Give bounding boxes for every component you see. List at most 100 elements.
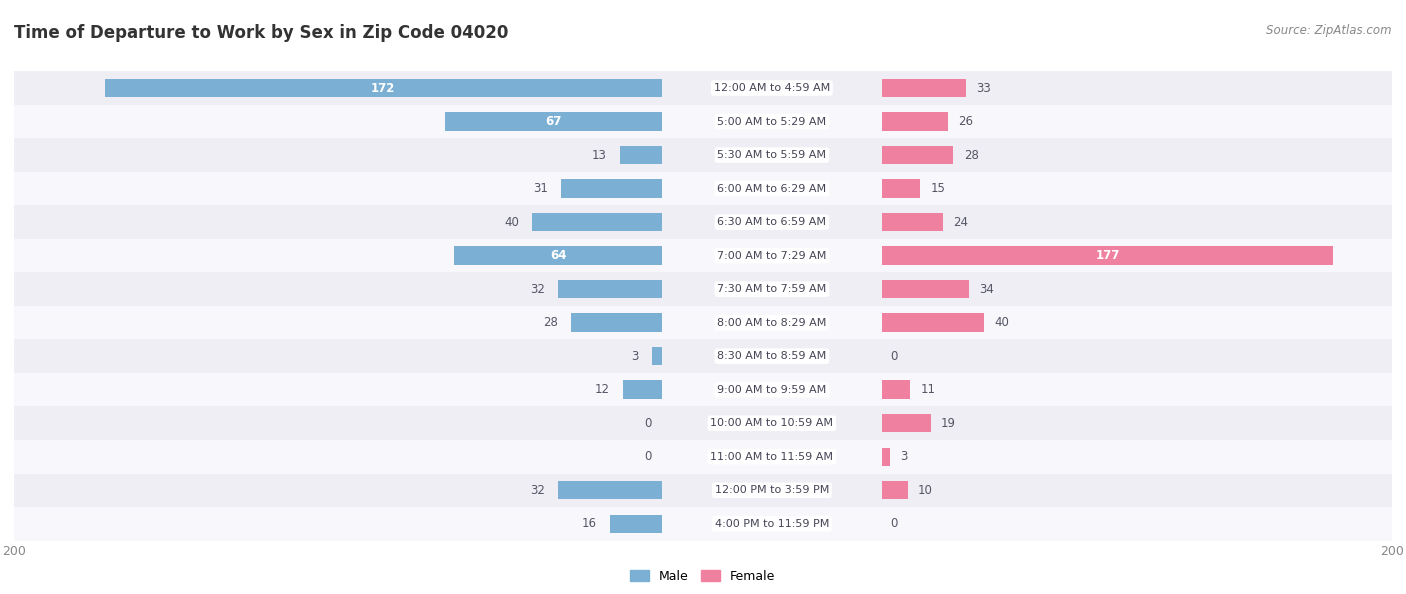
Bar [0, 71, 1406, 105]
Text: 4:00 PM to 11:59 PM: 4:00 PM to 11:59 PM [714, 519, 830, 529]
Bar [558, 481, 662, 500]
Bar [0, 406, 1406, 440]
Text: 3: 3 [631, 350, 638, 363]
Bar [882, 314, 984, 332]
Text: 10:00 AM to 10:59 AM: 10:00 AM to 10:59 AM [710, 418, 834, 428]
Text: Time of Departure to Work by Sex in Zip Code 04020: Time of Departure to Work by Sex in Zip … [14, 24, 509, 42]
Bar [0, 239, 1406, 273]
Bar [0, 373, 1406, 406]
Text: 31: 31 [533, 182, 548, 195]
Bar [0, 406, 1406, 440]
Bar [0, 440, 1406, 473]
Text: 32: 32 [530, 484, 546, 497]
Text: 12: 12 [595, 383, 610, 396]
Bar [882, 381, 910, 399]
Bar [0, 373, 1406, 406]
Bar [882, 247, 1333, 265]
Bar [882, 213, 943, 231]
Text: 12:00 AM to 4:59 AM: 12:00 AM to 4:59 AM [714, 83, 830, 93]
Text: 5:30 AM to 5:59 AM: 5:30 AM to 5:59 AM [717, 150, 827, 160]
Text: 26: 26 [959, 115, 973, 128]
Bar [0, 105, 1406, 138]
Bar [0, 440, 1406, 473]
Text: 0: 0 [644, 417, 652, 429]
Bar [0, 306, 1406, 339]
Bar [0, 507, 1406, 541]
Bar [0, 105, 1406, 138]
Bar [0, 273, 1406, 306]
Bar [0, 507, 1406, 541]
Bar [0, 172, 1406, 206]
Bar [0, 239, 1406, 273]
Text: 0: 0 [644, 450, 652, 463]
Text: 0: 0 [890, 517, 897, 530]
Text: 7:00 AM to 7:29 AM: 7:00 AM to 7:29 AM [717, 251, 827, 261]
Bar [561, 179, 662, 198]
Text: 11: 11 [921, 383, 935, 396]
Bar [454, 247, 662, 265]
Bar [610, 514, 662, 533]
Bar [0, 273, 1406, 306]
Text: 67: 67 [546, 115, 561, 128]
Bar [0, 239, 1406, 273]
Bar [571, 314, 662, 332]
Bar [882, 280, 969, 298]
Text: 6:30 AM to 6:59 AM: 6:30 AM to 6:59 AM [717, 217, 827, 227]
Text: 177: 177 [1095, 249, 1121, 262]
Bar [0, 138, 1406, 172]
Text: 28: 28 [543, 316, 558, 329]
Bar [0, 473, 1406, 507]
Bar [623, 381, 662, 399]
Text: 12:00 PM to 3:59 PM: 12:00 PM to 3:59 PM [714, 485, 830, 495]
Text: 8:00 AM to 8:29 AM: 8:00 AM to 8:29 AM [717, 318, 827, 328]
Bar [882, 112, 949, 131]
Text: 16: 16 [582, 517, 598, 530]
Bar [0, 273, 1406, 306]
Text: 11:00 AM to 11:59 AM: 11:00 AM to 11:59 AM [710, 452, 834, 462]
Bar [882, 414, 931, 432]
Text: 172: 172 [371, 81, 395, 94]
Bar [0, 206, 1406, 239]
Bar [0, 373, 1406, 406]
Text: 7:30 AM to 7:59 AM: 7:30 AM to 7:59 AM [717, 284, 827, 294]
Bar [0, 138, 1406, 172]
Bar [0, 473, 1406, 507]
Bar [0, 473, 1406, 507]
Bar [0, 306, 1406, 339]
Bar [0, 306, 1406, 339]
Bar [0, 339, 1406, 373]
Bar [0, 71, 1406, 105]
Text: 8:30 AM to 8:59 AM: 8:30 AM to 8:59 AM [717, 351, 827, 361]
Bar [882, 481, 908, 500]
Bar [0, 206, 1406, 239]
Bar [0, 507, 1406, 541]
Text: 40: 40 [505, 216, 519, 229]
Bar [531, 213, 662, 231]
Text: 0: 0 [890, 350, 897, 363]
Text: 15: 15 [931, 182, 945, 195]
Text: 13: 13 [592, 148, 606, 162]
Bar [0, 339, 1406, 373]
Text: 9:00 AM to 9:59 AM: 9:00 AM to 9:59 AM [717, 385, 827, 394]
Bar [652, 347, 662, 365]
Text: 32: 32 [530, 283, 546, 296]
Text: 10: 10 [918, 484, 932, 497]
Legend: Male, Female: Male, Female [626, 565, 780, 587]
Bar [882, 179, 921, 198]
Text: 33: 33 [976, 81, 991, 94]
Bar [0, 440, 1406, 473]
Text: 5:00 AM to 5:29 AM: 5:00 AM to 5:29 AM [717, 116, 827, 127]
Bar [0, 172, 1406, 206]
Bar [0, 71, 1406, 105]
Text: 6:00 AM to 6:29 AM: 6:00 AM to 6:29 AM [717, 184, 827, 194]
Bar [0, 339, 1406, 373]
Bar [882, 79, 966, 97]
Bar [0, 105, 1406, 138]
Bar [0, 206, 1406, 239]
Bar [0, 172, 1406, 206]
Bar [0, 138, 1406, 172]
Text: 19: 19 [941, 417, 956, 429]
Bar [444, 112, 662, 131]
Text: 24: 24 [953, 216, 969, 229]
Bar [0, 406, 1406, 440]
